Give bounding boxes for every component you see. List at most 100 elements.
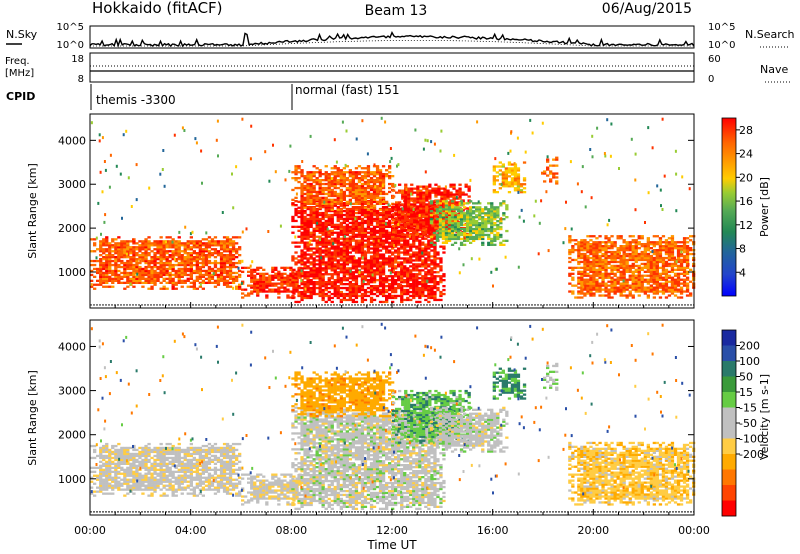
power-cell: [327, 182, 331, 186]
power-cell: [222, 263, 227, 267]
power-cell: [186, 273, 190, 277]
power-cell: [330, 283, 334, 286]
power-cell: [351, 186, 355, 190]
power-cell: [93, 238, 97, 241]
power-cell: [429, 202, 434, 205]
power-cell: [598, 274, 602, 277]
power-cell: [351, 211, 355, 215]
power-cell: [315, 171, 319, 174]
power-cell: [198, 271, 202, 275]
power-cell: [366, 194, 371, 198]
power-cell: [324, 209, 328, 213]
power-cell: [495, 175, 499, 178]
power-cell: [216, 261, 221, 265]
power-cell: [351, 294, 355, 298]
power-cell: [424, 281, 428, 284]
power-cell: [351, 192, 355, 196]
power-cell: [348, 209, 352, 213]
power-cell: [438, 206, 443, 209]
power-cell: [412, 265, 416, 268]
power-cell: [165, 281, 169, 284]
power-cell: [318, 281, 322, 284]
power-cell: [461, 193, 465, 196]
power-cell: [333, 247, 337, 250]
power-cell: [327, 263, 331, 266]
power-cell: [195, 269, 199, 273]
power-cell: [450, 227, 455, 231]
power-cell: [339, 180, 343, 184]
power-cell: [407, 201, 411, 204]
power-cell: [99, 258, 103, 261]
power-cell: [456, 227, 461, 231]
power-cell: [147, 277, 151, 280]
power-cell: [168, 265, 172, 269]
power-cell: [406, 288, 410, 292]
power-cell: [412, 267, 416, 270]
power-cell: [568, 272, 572, 275]
power-cell: [300, 253, 304, 256]
power-cell: [543, 180, 547, 183]
power-cell: [619, 278, 623, 281]
power-cell: [183, 273, 187, 277]
power-cell: [210, 238, 215, 241]
power-cell: [439, 257, 443, 260]
power-cell: [369, 298, 374, 302]
power-cell: [631, 235, 635, 238]
power-cell: [481, 212, 485, 215]
power-cell: [398, 211, 402, 214]
power-cell: [268, 284, 272, 287]
power-cell: [415, 288, 419, 292]
power-cell: [375, 179, 380, 182]
power-cell: [144, 271, 148, 275]
power-cell: [475, 231, 479, 235]
power-cell: [433, 249, 437, 252]
power-cell: [385, 279, 389, 282]
power-cell: [309, 194, 313, 198]
power-cell: [105, 279, 109, 282]
power-cell: [478, 210, 482, 213]
power-cell: [450, 235, 455, 239]
power-cell: [141, 273, 145, 277]
power-cell: [291, 188, 295, 192]
power-cell: [583, 264, 587, 268]
power-cell: [369, 292, 374, 296]
power-cell: [303, 184, 307, 188]
power-cell: [363, 229, 368, 232]
power-cell: [484, 233, 488, 237]
power-cell: [360, 292, 365, 296]
power-cell: [456, 216, 461, 219]
power-cell: [351, 225, 355, 228]
power-cell: [315, 192, 319, 196]
power-cell: [165, 244, 169, 247]
power-cell: [381, 208, 386, 211]
power-cell: [105, 285, 109, 288]
power-cell: [453, 233, 458, 237]
power-cell: [478, 225, 482, 229]
power-cell: [321, 221, 325, 225]
power-cell: [321, 281, 325, 284]
power-cell: [589, 243, 593, 246]
power-cell: [360, 213, 365, 217]
power-cell: [415, 277, 419, 280]
power-cell: [174, 271, 178, 275]
power-cell: [628, 249, 632, 252]
power-cell: [357, 188, 362, 192]
power-cell: [604, 270, 608, 273]
power-cell: [339, 208, 343, 211]
power-cell: [366, 227, 371, 230]
power-cell: [198, 277, 202, 280]
power-cell: [339, 277, 343, 280]
power-cell: [401, 195, 405, 198]
power-cell: [577, 286, 581, 289]
power-cell: [303, 179, 307, 182]
power-cell: [397, 207, 401, 211]
power-cell: [231, 265, 236, 269]
power-cell: [306, 179, 310, 182]
power-cell: [391, 279, 395, 282]
power-cell: [280, 290, 284, 293]
nsky-tick-top: 10^5: [57, 22, 84, 33]
power-cell: [580, 296, 584, 299]
power-cell: [409, 249, 413, 252]
power-cell: [431, 207, 435, 210]
power-cell: [452, 185, 456, 188]
